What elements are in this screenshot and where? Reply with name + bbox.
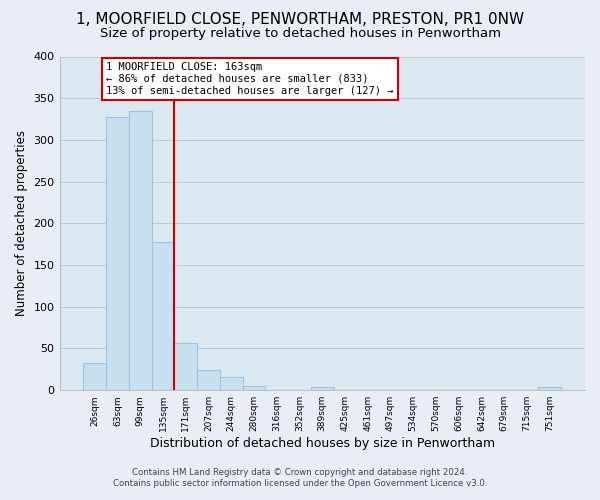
Text: 1, MOORFIELD CLOSE, PENWORTHAM, PRESTON, PR1 0NW: 1, MOORFIELD CLOSE, PENWORTHAM, PRESTON,… [76, 12, 524, 28]
Bar [197, 370, 220, 390]
Bar [152, 242, 175, 390]
Text: Size of property relative to detached houses in Penwortham: Size of property relative to detached ho… [100, 28, 500, 40]
Bar [242, 386, 265, 390]
Bar [175, 342, 197, 390]
Text: 1 MOORFIELD CLOSE: 163sqm
← 86% of detached houses are smaller (833)
13% of semi: 1 MOORFIELD CLOSE: 163sqm ← 86% of detac… [106, 62, 394, 96]
Bar [129, 110, 152, 390]
Y-axis label: Number of detached properties: Number of detached properties [15, 130, 28, 316]
Bar [220, 377, 242, 390]
Bar [538, 387, 561, 390]
X-axis label: Distribution of detached houses by size in Penwortham: Distribution of detached houses by size … [150, 437, 495, 450]
Bar [106, 118, 129, 390]
Bar [83, 362, 106, 390]
Bar [311, 387, 334, 390]
Text: Contains HM Land Registry data © Crown copyright and database right 2024.
Contai: Contains HM Land Registry data © Crown c… [113, 468, 487, 487]
